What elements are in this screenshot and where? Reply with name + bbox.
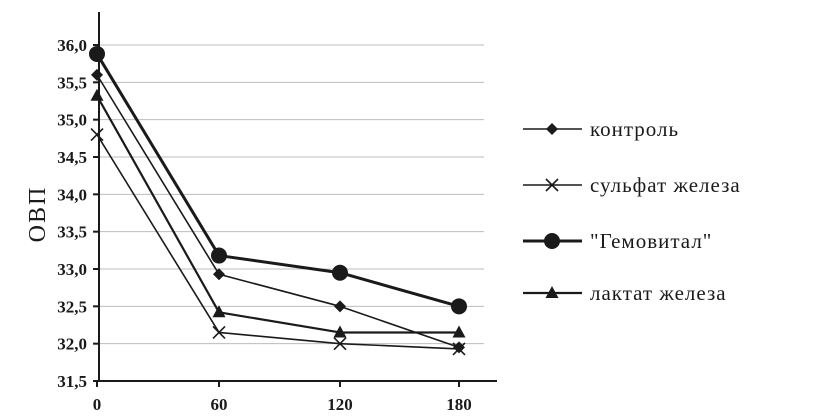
series-3 xyxy=(89,45,467,315)
data-point-marker xyxy=(332,264,348,281)
legend-label: "Гемовитал" xyxy=(590,229,712,253)
y-tick-label: 34,5 xyxy=(57,148,87,167)
y-axis-label: ОВП xyxy=(25,186,51,243)
data-point-marker xyxy=(333,337,347,351)
legend-item: сульфат железа xyxy=(523,173,741,197)
legend-item: контроль xyxy=(523,117,679,141)
series-4 xyxy=(90,88,466,338)
legend-item: лактат железа xyxy=(523,281,727,305)
y-tick-label: 31,5 xyxy=(57,372,87,391)
data-point-marker xyxy=(452,325,466,338)
legend-swatch-marker xyxy=(545,286,559,298)
x-tick-labels: 0 60 120 180 xyxy=(93,381,472,414)
data-point-marker xyxy=(333,325,347,338)
y-tick-label: 34,0 xyxy=(57,185,87,204)
y-tick-label: 32,5 xyxy=(57,297,87,316)
legend-label: лактат железа xyxy=(590,281,727,305)
data-point-marker xyxy=(211,247,227,264)
data-point-marker xyxy=(334,300,346,313)
y-tick-label: 33,0 xyxy=(57,260,87,279)
data-point-marker xyxy=(452,342,466,356)
data-point-marker xyxy=(453,341,465,354)
series xyxy=(89,45,467,356)
series-line xyxy=(95,53,460,308)
y-tick-label: 35,5 xyxy=(57,73,87,92)
data-point-marker xyxy=(90,128,104,142)
data-point-marker xyxy=(212,305,226,318)
series-line xyxy=(96,95,459,334)
y-tick-label: 36,0 xyxy=(57,36,87,55)
legend-label: контроль xyxy=(590,117,679,141)
y-tick-label: 35,0 xyxy=(57,111,87,130)
data-point-marker xyxy=(91,68,103,81)
legend-label: сульфат железа xyxy=(590,173,741,197)
legend-swatch-marker xyxy=(545,178,559,192)
x-tick-label: 180 xyxy=(446,395,472,414)
data-point-marker xyxy=(89,45,105,62)
legend-swatch-marker xyxy=(546,123,558,135)
x-tick-label: 0 xyxy=(93,395,102,414)
data-point-marker xyxy=(212,325,226,340)
data-point-marker xyxy=(451,298,467,315)
series-1 xyxy=(91,68,465,354)
x-tick-label: 120 xyxy=(327,395,353,414)
y-tick-label: 32,0 xyxy=(57,335,87,354)
data-point-marker xyxy=(213,268,225,281)
legend-item: "Гемовитал" xyxy=(523,229,712,253)
series-line xyxy=(96,74,460,349)
data-point-marker xyxy=(90,88,104,101)
legend: контроль сульфат железа "Гемовитал" лактат … xyxy=(523,117,741,305)
grid xyxy=(99,44,484,345)
y-tick-labels: 31,5 32,0 32,5 33,0 33,5 34,0 34,5 35,0 35,5 36,0 xyxy=(57,36,99,391)
series-2 xyxy=(90,128,466,356)
x-tick-label: 60 xyxy=(211,395,228,414)
legend-swatch-marker xyxy=(544,233,560,249)
series-line xyxy=(96,134,460,350)
y-tick-label: 33,5 xyxy=(57,223,87,242)
